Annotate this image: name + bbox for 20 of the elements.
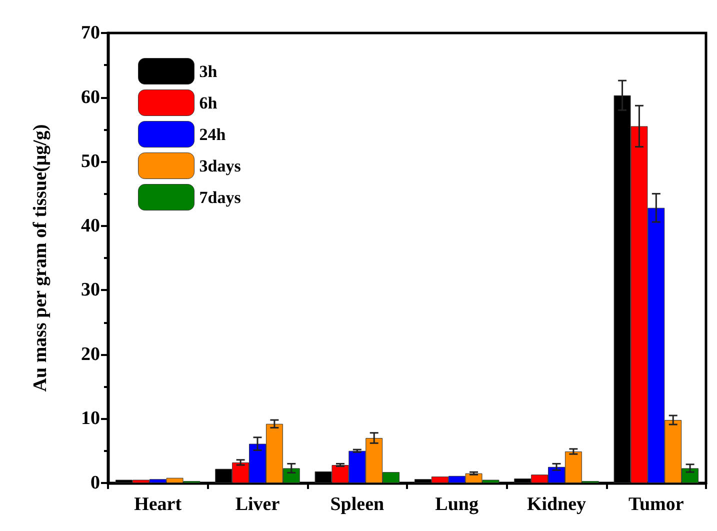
legend-label: 24h: [199, 124, 226, 144]
x-tick-label: Spleen: [330, 494, 385, 515]
x-tick-label: Kidney: [526, 494, 587, 515]
y-tick-label: 20: [81, 344, 100, 365]
x-tick-label: Liver: [235, 494, 280, 515]
x-tick-label: Lung: [435, 494, 479, 515]
legend-label: 3h: [199, 62, 218, 81]
y-tick-label: 50: [81, 151, 100, 172]
y-tick-label: 70: [81, 22, 100, 44]
legend-label: 6h: [199, 93, 218, 112]
y-axis-title: Au mass per gram of tissue(μg/g): [30, 124, 51, 392]
y-tick-label: 30: [81, 280, 100, 301]
y-tick-label: 0: [90, 472, 100, 494]
legend-label: 7days: [199, 188, 242, 207]
legend-label: 3days: [199, 156, 242, 176]
y-tick-label: 10: [81, 408, 100, 430]
x-tick-label: Heart: [134, 494, 182, 515]
y-tick-label: 60: [81, 86, 100, 108]
x-tick-label: Tumor: [628, 494, 684, 515]
y-tick-label: 40: [81, 215, 100, 236]
